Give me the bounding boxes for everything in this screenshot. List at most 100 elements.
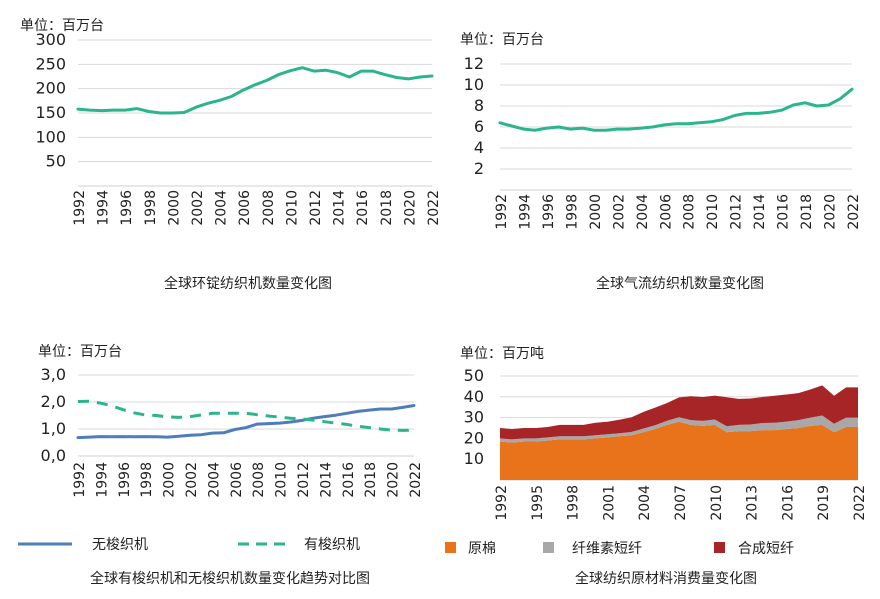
x-tick-label: 1996 <box>119 190 135 226</box>
x-tick-label: 2000 <box>162 462 178 498</box>
area-series-0 <box>500 421 858 480</box>
x-tick-label: 1996 <box>541 194 557 230</box>
y-tick-label: 10 <box>464 75 484 94</box>
x-tick-label: 2016 <box>341 462 357 498</box>
unit-label: 单位：百万台 <box>38 344 122 360</box>
x-tick-label: 2020 <box>823 194 839 230</box>
x-tick-label: 2019 <box>816 485 832 521</box>
x-tick-label: 2016 <box>355 190 371 226</box>
x-tick-label: 2022 <box>852 485 868 521</box>
x-tick-label: 1994 <box>94 462 110 498</box>
y-tick-label: 3,0 <box>41 365 66 384</box>
y-tick-label: 250 <box>35 54 66 73</box>
x-tick-label: 2010 <box>709 485 725 521</box>
y-tick-label: 12 <box>464 54 484 73</box>
y-tick-label: 0,0 <box>41 446 66 465</box>
x-tick-label: 2016 <box>780 485 796 521</box>
legend-swatch-cellulosic <box>543 542 554 553</box>
x-tick-label: 2012 <box>308 190 324 226</box>
x-tick-label: 2022 <box>426 190 442 226</box>
area-series-2 <box>500 385 858 440</box>
x-tick-label: 1998 <box>566 485 582 521</box>
y-tick-label: 100 <box>35 127 66 146</box>
panel-ring-spinning: 单位：百万台 50 100 150 200 250 300 1992 1994 1996 199… <box>20 18 442 292</box>
y-tick-label: 150 <box>35 103 66 122</box>
x-tick-label: 2014 <box>752 194 768 230</box>
legend-label-shuttle: 有梭织机 <box>304 536 360 553</box>
x-tick-label: 2000 <box>166 190 182 226</box>
legend: 无梭织机 有梭织机 <box>18 536 360 553</box>
x-tick-label: 2000 <box>588 194 604 230</box>
x-tick-label: 2010 <box>705 194 721 230</box>
x-tick-label: 2022 <box>408 462 424 498</box>
area-series-1 <box>500 415 858 443</box>
unit-label: 单位：百万台 <box>20 18 104 34</box>
x-tick-label: 2018 <box>799 194 815 230</box>
legend-label-shuttleless: 无梭织机 <box>92 536 148 553</box>
x-tick-label: 2006 <box>229 462 245 498</box>
x-tick-label: 2010 <box>284 190 300 226</box>
x-tick-label: 2002 <box>190 190 206 226</box>
y-tick-label: 10 <box>464 449 484 468</box>
panel-looms: 单位：百万台 0,0 1,0 2,0 3,0 1992 1994 1996 1998 2000… <box>18 344 424 587</box>
x-tick-label: 2006 <box>658 194 674 230</box>
x-tick-label: 1998 <box>143 190 159 226</box>
legend-swatch-synthetic <box>714 542 725 553</box>
y-tick-label: 2 <box>474 159 484 178</box>
y-tick-label: 30 <box>464 408 484 427</box>
chart-title: 全球环锭纺织机数量变化图 <box>164 275 332 292</box>
x-tick-label: 2004 <box>214 190 230 226</box>
x-tick-label: 2002 <box>184 462 200 498</box>
x-tick-label: 1992 <box>494 194 510 230</box>
x-tick-label: 2014 <box>318 462 334 498</box>
legend-label-cellulosic: 纤维素短纤 <box>572 541 642 557</box>
x-tick-label: 2004 <box>635 194 651 230</box>
x-tick-label: 2008 <box>261 190 277 226</box>
x-tick-label: 1998 <box>564 194 580 230</box>
y-tick-label: 4 <box>474 138 484 157</box>
x-tick-label: 2020 <box>386 462 402 498</box>
x-tick-label: 2013 <box>745 485 761 521</box>
x-tick-label: 2002 <box>611 194 627 230</box>
x-tick-label: 1992 <box>72 190 88 226</box>
series-line-0 <box>76 66 434 115</box>
x-tick-label: 1996 <box>117 462 133 498</box>
x-tick-label: 1992 <box>72 462 88 498</box>
x-tick-label: 2001 <box>601 485 617 521</box>
x-tick-label: 2022 <box>846 194 862 230</box>
y-tick-label: 8 <box>474 96 484 115</box>
y-tick-label: 1,0 <box>41 419 66 438</box>
legend-label-synthetic: 合成短纤 <box>738 541 794 557</box>
x-tick-label: 2006 <box>237 190 253 226</box>
x-tick-label: 1995 <box>530 485 546 521</box>
x-tick-label: 1994 <box>96 190 112 226</box>
x-tick-label: 2018 <box>379 190 395 226</box>
y-tick-label: 6 <box>474 117 484 136</box>
x-tick-label: 2008 <box>682 194 698 230</box>
x-tick-label: 1998 <box>139 462 155 498</box>
y-tick-label: 40 <box>464 387 484 406</box>
y-tick-label: 20 <box>464 428 484 447</box>
y-tick-label: 2,0 <box>41 392 66 411</box>
chart-title: 全球有梭织机和无梭织机数量变化趋势对比图 <box>90 570 370 587</box>
chart-title: 全球纺织原材料消费量变化图 <box>575 570 757 587</box>
x-tick-label: 2020 <box>402 190 418 226</box>
y-tick-label: 50 <box>464 366 484 385</box>
x-tick-label: 2012 <box>296 462 312 498</box>
legend-label-cotton: 原棉 <box>468 540 496 557</box>
series-line-1 <box>77 399 415 432</box>
unit-label: 单位：百万台 <box>460 32 544 48</box>
x-tick-label: 2012 <box>729 194 745 230</box>
x-tick-label: 1994 <box>517 194 533 230</box>
x-tick-label: 2018 <box>363 462 379 498</box>
x-tick-label: 2007 <box>673 485 689 521</box>
x-tick-label: 2004 <box>637 485 653 521</box>
x-tick-label: 2014 <box>332 190 348 226</box>
x-tick-label: 2010 <box>274 462 290 498</box>
x-tick-label: 2004 <box>206 462 222 498</box>
x-tick-label: 2008 <box>251 462 267 498</box>
series-line-0 <box>76 404 416 440</box>
chart-title: 全球气流纺织机数量变化图 <box>596 275 764 292</box>
